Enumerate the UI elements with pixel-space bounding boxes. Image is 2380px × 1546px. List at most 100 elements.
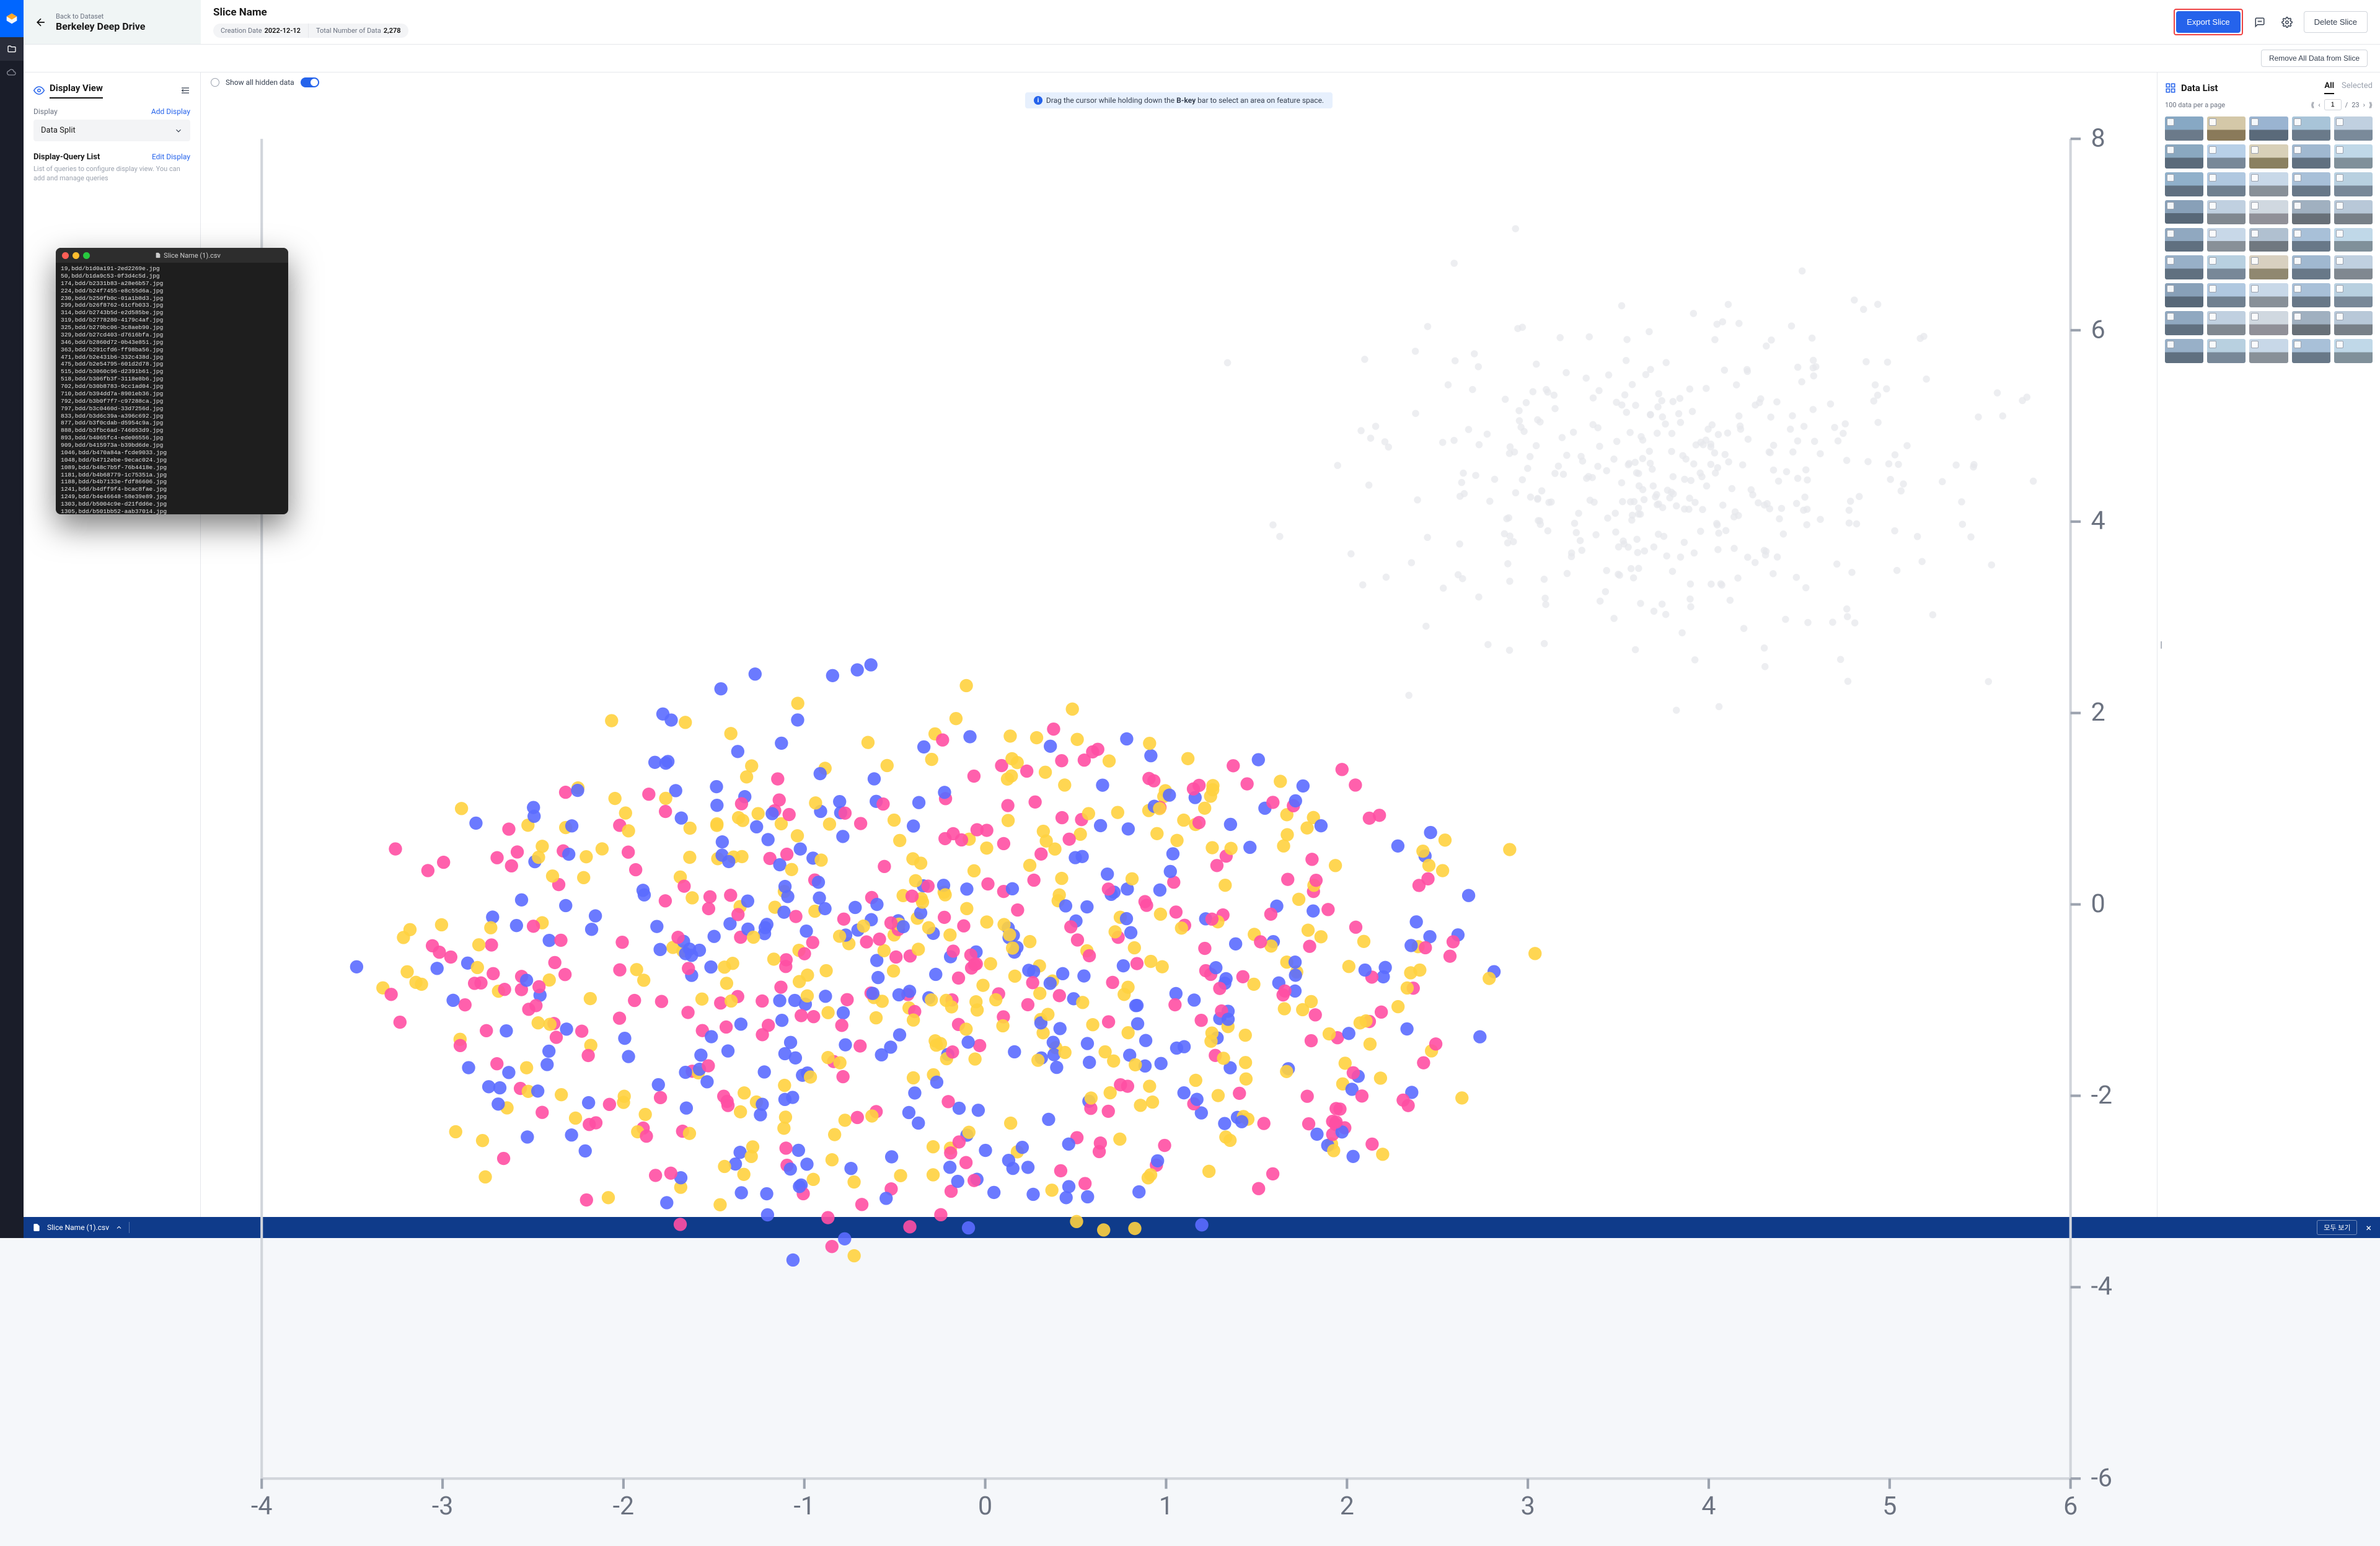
thumbnail-checkbox[interactable] (2251, 230, 2259, 237)
thumbnail-checkbox[interactable] (2336, 313, 2343, 320)
thumbnail-item[interactable] (2292, 200, 2330, 224)
thumbnail-item[interactable] (2207, 311, 2246, 335)
pager-last-icon[interactable]: ⟫ (2369, 101, 2373, 109)
thumbnail-checkbox[interactable] (2167, 313, 2174, 320)
thumbnail-item[interactable] (2334, 228, 2373, 252)
terminal-window[interactable]: Slice Name (1).csv 19,bdd/b1d0a191-2ed22… (56, 248, 288, 514)
thumbnail-item[interactable] (2249, 283, 2288, 307)
thumbnail-checkbox[interactable] (2294, 341, 2301, 348)
thumbnail-item[interactable] (2207, 200, 2246, 224)
thumbnail-item[interactable] (2249, 200, 2288, 224)
thumbnail-checkbox[interactable] (2251, 118, 2259, 126)
gear-icon[interactable] (2276, 12, 2298, 33)
thumbnail-item[interactable] (2165, 255, 2203, 279)
download-filename[interactable]: Slice Name (1).csv (47, 1223, 109, 1232)
thumbnail-checkbox[interactable] (2251, 146, 2259, 154)
thumbnail-checkbox[interactable] (2209, 285, 2216, 292)
thumbnail-item[interactable] (2207, 116, 2246, 141)
thumbnail-checkbox[interactable] (2336, 257, 2343, 265)
thumbnail-item[interactable] (2165, 144, 2203, 169)
thumbnail-item[interactable] (2334, 172, 2373, 196)
pager-prev-icon[interactable]: ‹ (2318, 101, 2320, 109)
thumbnail-item[interactable] (2292, 228, 2330, 252)
thumbnail-item[interactable] (2249, 311, 2288, 335)
thumbnail-item[interactable] (2292, 116, 2330, 141)
thumbnail-item[interactable] (2165, 200, 2203, 224)
radio-unchecked[interactable] (211, 78, 219, 87)
thumbnail-checkbox[interactable] (2209, 257, 2216, 265)
thumbnail-item[interactable] (2249, 339, 2288, 363)
thumbnail-item[interactable] (2334, 144, 2373, 169)
thumbnail-checkbox[interactable] (2294, 230, 2301, 237)
thumbnail-checkbox[interactable] (2167, 174, 2174, 182)
terminal-titlebar[interactable]: Slice Name (1).csv (56, 248, 288, 263)
thumbnail-checkbox[interactable] (2209, 341, 2216, 348)
thumbnail-checkbox[interactable] (2167, 230, 2174, 237)
thumbnail-checkbox[interactable] (2167, 202, 2174, 209)
thumbnail-checkbox[interactable] (2209, 230, 2216, 237)
thumbnail-item[interactable] (2292, 255, 2330, 279)
thumbnail-checkbox[interactable] (2336, 202, 2343, 209)
export-slice-button[interactable]: Export Slice (2176, 11, 2240, 33)
thumbnail-checkbox[interactable] (2251, 257, 2259, 265)
back-arrow-icon[interactable] (35, 16, 47, 29)
pager-next-icon[interactable]: › (2363, 101, 2365, 109)
download-chevron-up-icon[interactable] (115, 1224, 123, 1231)
thumbnail-item[interactable] (2249, 144, 2288, 169)
thumbnail-checkbox[interactable] (2209, 146, 2216, 154)
grid-icon[interactable] (2165, 82, 2176, 94)
thumbnail-item[interactable] (2207, 228, 2246, 252)
back-label[interactable]: Back to Dataset (56, 12, 145, 20)
thumbnail-checkbox[interactable] (2336, 341, 2343, 348)
thumbnail-item[interactable] (2207, 172, 2246, 196)
download-bar-close-icon[interactable]: × (2366, 1222, 2371, 1234)
add-display-link[interactable]: Add Display (151, 107, 190, 116)
thumbnail-checkbox[interactable] (2294, 257, 2301, 265)
thumbnail-checkbox[interactable] (2336, 285, 2343, 292)
delete-slice-button[interactable]: Delete Slice (2304, 11, 2368, 33)
thumbnail-checkbox[interactable] (2167, 341, 2174, 348)
thumbnail-item[interactable] (2292, 172, 2330, 196)
show-hidden-toggle[interactable] (301, 77, 319, 87)
thumbnail-item[interactable] (2334, 283, 2373, 307)
thumbnail-checkbox[interactable] (2294, 146, 2301, 154)
thumbnail-checkbox[interactable] (2251, 313, 2259, 320)
thumbnail-item[interactable] (2334, 311, 2373, 335)
thumbnail-item[interactable] (2334, 255, 2373, 279)
thumbnail-checkbox[interactable] (2167, 257, 2174, 265)
thumbnail-checkbox[interactable] (2294, 118, 2301, 126)
close-dot-icon[interactable] (62, 252, 69, 259)
thumbnail-checkbox[interactable] (2336, 146, 2343, 154)
thumbnail-item[interactable] (2165, 172, 2203, 196)
thumbnail-item[interactable] (2207, 283, 2246, 307)
rail-cloud-icon[interactable] (0, 61, 24, 84)
thumbnail-item[interactable] (2249, 255, 2288, 279)
thumbnail-item[interactable] (2334, 339, 2373, 363)
minimize-dot-icon[interactable] (73, 252, 79, 259)
thumbnail-checkbox[interactable] (2336, 174, 2343, 182)
thumbnail-checkbox[interactable] (2251, 174, 2259, 182)
thumbnail-item[interactable] (2165, 116, 2203, 141)
thumbnail-item[interactable] (2292, 311, 2330, 335)
thumbnail-checkbox[interactable] (2294, 285, 2301, 292)
thumbnail-checkbox[interactable] (2209, 202, 2216, 209)
comment-icon[interactable] (2249, 12, 2270, 33)
thumbnail-checkbox[interactable] (2336, 118, 2343, 126)
pager-first-icon[interactable]: ⟪ (2311, 101, 2314, 109)
tab-selected[interactable]: Selected (2342, 81, 2373, 94)
thumbnail-checkbox[interactable] (2336, 230, 2343, 237)
thumbnail-checkbox[interactable] (2251, 202, 2259, 209)
thumbnail-item[interactable] (2334, 116, 2373, 141)
thumbnail-item[interactable] (2292, 339, 2330, 363)
thumbnail-item[interactable] (2249, 116, 2288, 141)
thumbnail-checkbox[interactable] (2209, 118, 2216, 126)
thumbnail-checkbox[interactable] (2294, 313, 2301, 320)
thumbnail-item[interactable] (2207, 339, 2246, 363)
thumbnail-item[interactable] (2207, 255, 2246, 279)
edit-display-link[interactable]: Edit Display (152, 152, 190, 161)
rail-folder-icon[interactable] (0, 37, 24, 61)
thumbnail-checkbox[interactable] (2294, 174, 2301, 182)
resize-handle[interactable]: || (2160, 640, 2161, 650)
remove-all-button[interactable]: Remove All Data from Slice (2261, 50, 2368, 67)
thumbnail-checkbox[interactable] (2251, 341, 2259, 348)
